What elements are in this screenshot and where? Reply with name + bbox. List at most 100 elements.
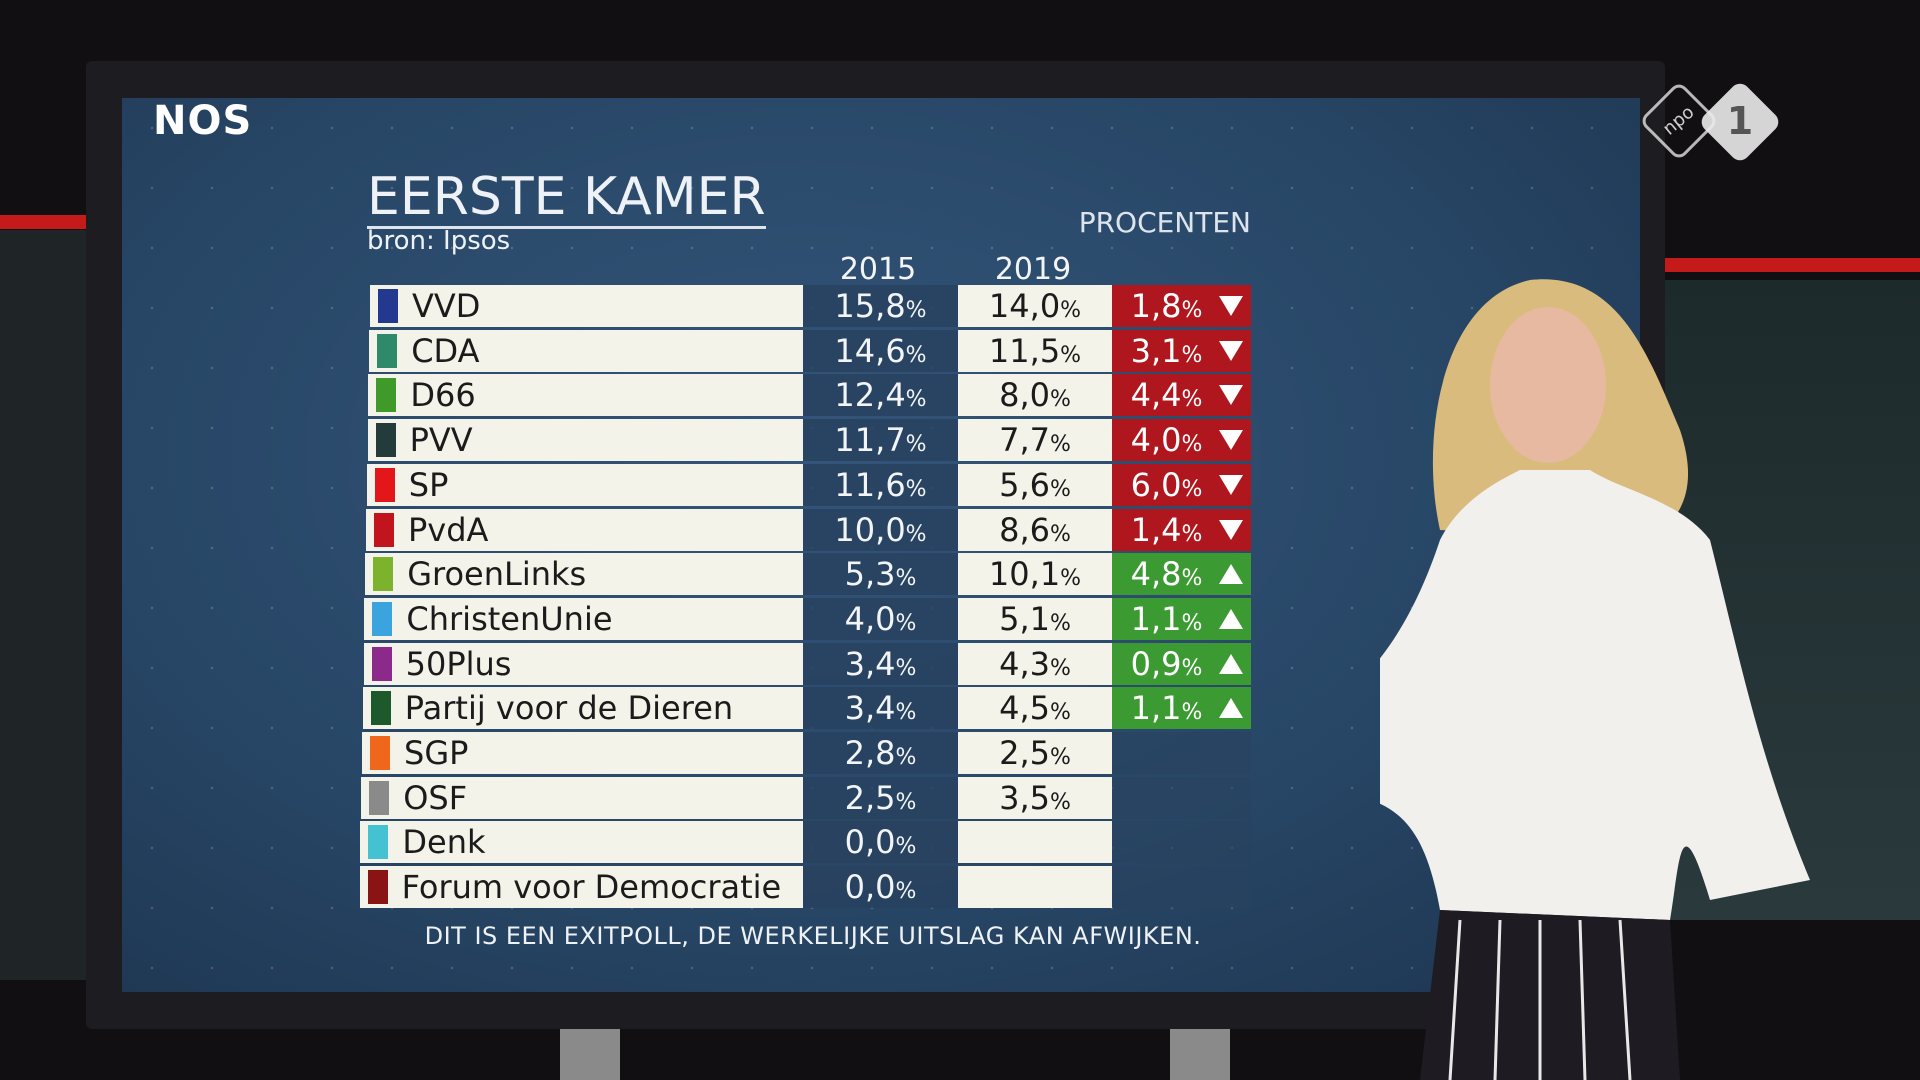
party-name: VVD [412,287,481,325]
npo-brand: npo [1659,102,1698,140]
change-cell: 1,1% [1112,597,1251,640]
studio-wall [0,230,86,980]
stand [1170,1029,1230,1080]
trend-arrow [1219,385,1243,406]
nos-logo: NOS [153,98,253,144]
value-2015: 0,0% [803,821,958,864]
value-2015: 5,3% [803,553,958,596]
value-2015: 11,7% [803,419,958,462]
party-cell: OSF [361,776,803,819]
party-color [377,333,398,368]
value-2015: 3,4% [803,642,958,685]
party-name: 50Plus [405,644,512,683]
footer-note: DIT IS EEN EXITPOLL, DE WERKELIJKE UITSL… [424,922,1202,950]
party-cell: Partij voor de Dieren [362,687,803,730]
party-color [372,601,393,636]
title: EERSTE KAMER [367,167,766,229]
value-2019 [958,821,1112,864]
trend-arrow [1219,564,1243,585]
unit-label: PROCENTEN [1078,206,1251,239]
value-2015: 12,4% [803,374,958,417]
party-color [370,736,390,770]
change-cell: 0,9% [1112,642,1251,685]
party-name: SP [408,465,449,504]
change-cell [1112,732,1251,774]
value-2019: 8,0% [958,374,1112,417]
change-cell: 1,8% [1112,285,1251,327]
value-2019: 7,7% [958,419,1112,462]
party-name: Denk [402,823,486,862]
stand [560,1029,620,1080]
change-cell: 1,4% [1112,508,1251,551]
party-color [376,378,397,413]
value-2015: 14,6% [803,329,958,372]
value-2015: 10,0% [803,508,958,551]
change-cell: 4,8% [1112,553,1251,596]
party-color [371,646,392,681]
npo-logo: npo 1 [1642,83,1779,161]
value-2015: 0,0% [803,866,958,909]
column-header: 2015 [839,252,917,287]
source: bron: Ipsos [367,226,511,256]
party-name: Partij voor de Dieren [404,689,734,728]
value-2015: 15,8% [803,285,958,327]
value-2019: 4,3% [958,642,1112,685]
change-cell: 4,0% [1112,419,1251,462]
column-header: 2019 [994,252,1072,287]
party-name: OSF [403,778,468,817]
trend-arrow [1219,519,1243,540]
trend-arrow [1219,474,1243,495]
studio-light [0,215,86,229]
stripes [1448,919,1632,1080]
party-cell: ChristenUnie [364,597,803,640]
trend-arrow [1219,698,1243,719]
value-2015: 2,8% [803,732,958,774]
trend-arrow [1219,430,1243,451]
party-color [370,691,391,726]
value-2019: 2,5% [958,732,1112,774]
party-cell: Forum voor Democratie [359,866,803,909]
change-cell [1112,821,1251,864]
party-cell: VVD [370,285,803,327]
value-2019: 14,0% [958,285,1112,327]
party-color [378,289,398,323]
npo-diamond [1642,84,1716,158]
party-name: SGP [404,734,469,772]
change-cell [1112,776,1251,819]
party-color [374,512,394,547]
value-2019: 5,1% [958,597,1112,640]
party-name: ChristenUnie [406,599,613,638]
party-cell: GroenLinks [365,553,803,596]
change-cell: 6,0% [1112,463,1251,506]
value-2019: 3,5% [958,776,1112,819]
party-cell: D66 [368,374,803,417]
trend-arrow [1219,608,1243,629]
value-2015: 11,6% [803,463,958,506]
npo-diamond [1701,83,1779,161]
party-cell: PVV [367,419,803,462]
face [1490,307,1606,463]
party-cell: SP [366,463,803,506]
value-2015: 3,4% [803,687,958,730]
value-2015: 2,5% [803,776,958,819]
value-2019 [958,866,1112,909]
trend-arrow [1219,340,1243,361]
change-cell: 3,1% [1112,329,1251,372]
party-color [368,825,389,860]
change-cell: 4,4% [1112,374,1251,417]
party-name: PVV [409,421,473,460]
value-2019: 4,5% [958,687,1112,730]
party-color [374,467,395,502]
party-color [373,557,394,592]
party-color [367,870,388,905]
party-cell: 50Plus [363,642,803,685]
npo-number: 1 [1727,99,1753,143]
trend-arrow [1219,653,1243,674]
party-cell: Denk [360,821,803,864]
presenter [1380,279,1810,1080]
value-2019: 5,6% [958,463,1112,506]
change-cell [1112,866,1251,909]
trend-arrow [1219,296,1243,316]
party-name: D66 [410,376,476,415]
